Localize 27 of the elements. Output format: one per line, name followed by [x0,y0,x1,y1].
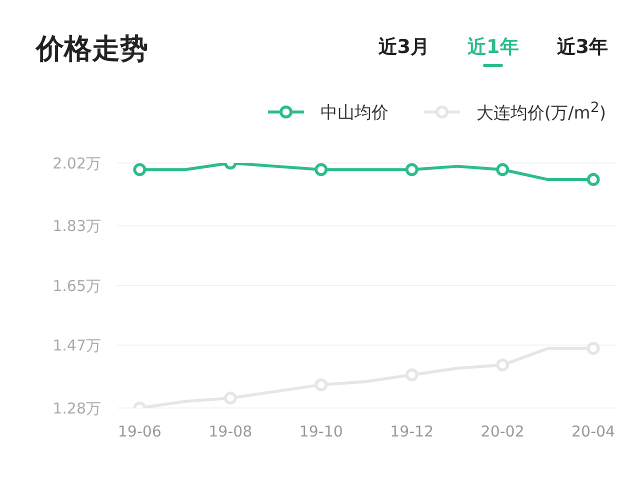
point [224,392,237,405]
y-tick-label: 1.83万 [52,217,101,236]
x-tick-label: 19-12 [390,422,434,441]
x-tick-label: 20-04 [572,422,616,441]
text: 近3年 [556,35,608,60]
legend-label: 大连均价(万/m$^{2}$) [476,100,606,125]
legend-label: 中山均价 [320,102,388,124]
y-tick-label: 2.02万 [52,154,101,172]
x-tick-label: 19-10 [299,422,343,441]
point [405,368,418,382]
x-tick-label: 20-02 [480,422,524,441]
point [314,378,328,392]
chart-title: 价格走势 [36,31,148,67]
point [133,163,146,176]
y-tick-label: 1.65万 [52,276,101,295]
x-tick-label: 19-08 [208,422,252,441]
point [496,163,510,176]
point [586,173,600,186]
text: 近3月 [378,35,430,60]
point [314,163,328,176]
point [496,358,510,372]
text: 近1年 [468,35,519,60]
point [405,163,418,176]
point [586,342,600,355]
y-tick-label: 1.28万 [52,399,101,418]
x-tick-label: 19-06 [118,422,162,441]
y-tick-label: 1.47万 [52,336,101,354]
